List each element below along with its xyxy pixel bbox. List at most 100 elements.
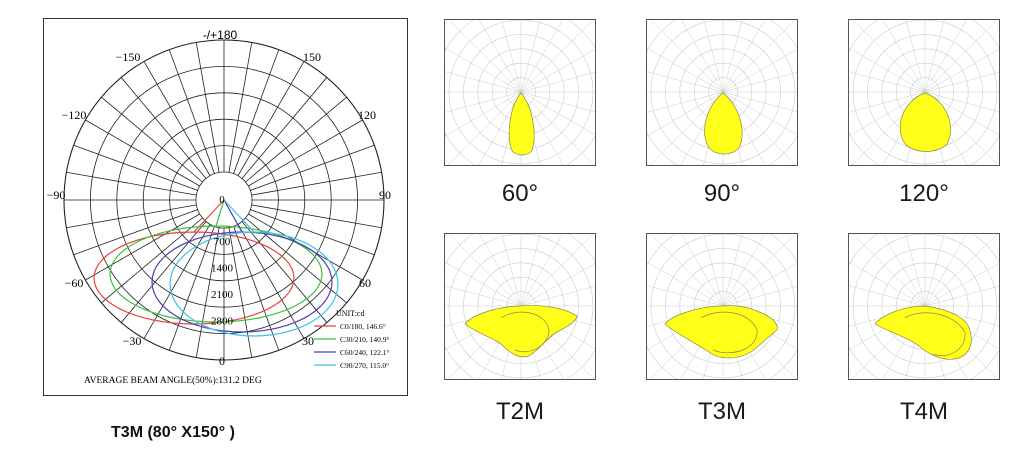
polar-spoke — [237, 224, 305, 339]
thumb-label-t3m: T3M — [698, 398, 746, 425]
photometric-curve — [169, 199, 339, 337]
polar-spoke — [143, 224, 211, 339]
thumb-spoke — [647, 71, 724, 93]
thumb-spoke — [520, 20, 541, 93]
thumb-spoke — [445, 47, 522, 93]
radial-tick-label: 1400 — [211, 263, 234, 275]
angle-label-m120: −120 — [62, 108, 87, 122]
thumb-spoke — [924, 20, 967, 93]
thumb-spoke — [852, 20, 926, 93]
thumb-spoke — [520, 234, 594, 307]
thumb-spoke — [852, 234, 926, 307]
thumb-spoke — [520, 20, 563, 93]
thumb-spoke — [722, 262, 797, 307]
radial-tick-label: 2100 — [211, 289, 234, 301]
thumb-spoke — [849, 91, 926, 137]
polar-spoke — [85, 213, 200, 281]
polar-grid-svg: -/+180 −150 150 −120 120 −90 90 −60 60 −… — [47, 28, 391, 386]
thumb-spoke — [448, 234, 522, 307]
polar-spoke — [195, 42, 220, 173]
radial-tick-label: 0 — [219, 194, 225, 206]
thumb-spoke — [849, 71, 926, 93]
thumb-distribution-shape — [464, 305, 578, 358]
thumb-spoke — [520, 91, 595, 113]
radial-tick-label: 2800 — [211, 315, 234, 327]
thumbnail-t4m — [848, 233, 1000, 380]
radial-tick-label: 700 — [214, 236, 231, 248]
thumb-spoke — [703, 20, 724, 93]
thumb-spoke — [520, 20, 594, 93]
photometric-curve — [109, 199, 323, 323]
main-caption: T3M (80° X150° ) — [111, 424, 235, 441]
thumb-spoke — [849, 47, 926, 93]
thumb-distribution-shape — [704, 92, 743, 155]
thumb-spoke — [722, 20, 765, 93]
thumb-spoke — [681, 234, 724, 307]
angle-label-m60: −60 — [65, 276, 84, 290]
polar-spoke — [66, 171, 197, 196]
angle-label-zero: 0 — [219, 354, 225, 368]
legend-label: C0/180, 146.6° — [340, 322, 386, 331]
thumb-spoke — [849, 91, 926, 113]
thumb-spoke — [722, 234, 765, 307]
thumb-spoke — [647, 285, 724, 307]
polar-spoke — [120, 77, 207, 179]
photometric-curve — [93, 199, 295, 325]
polar-spoke — [228, 42, 253, 173]
thumb-spoke — [722, 91, 797, 136]
thumb-spoke — [447, 91, 522, 165]
thumbnail-120 — [848, 19, 1000, 166]
thumb-spoke — [924, 262, 999, 307]
thumb-spoke — [448, 20, 522, 93]
polar-spoke — [248, 119, 363, 187]
thumb-spoke — [520, 91, 564, 165]
thumb-spoke — [650, 20, 724, 93]
thumb-spoke — [703, 234, 724, 307]
polar-spoke — [251, 204, 382, 229]
thumb-spoke — [681, 20, 724, 93]
thumb-spoke — [649, 91, 724, 165]
thumb-svg-2 — [849, 20, 999, 165]
polar-spoke — [237, 61, 305, 176]
thumb-spoke — [883, 20, 926, 93]
thumb-distribution-outline — [700, 311, 758, 354]
thumb-spoke — [520, 234, 563, 307]
thumb-spoke — [722, 48, 797, 93]
thumb-svg-0 — [445, 20, 595, 165]
thumb-spoke — [445, 285, 522, 307]
angle-label-m30: −30 — [123, 334, 142, 348]
thumb-spoke — [924, 20, 998, 93]
thumb-label-90: 90° — [703, 180, 741, 207]
legend-label: C30/210, 140.9° — [340, 335, 389, 344]
thumb-distribution-shape — [874, 305, 972, 360]
thumb-spoke — [924, 71, 999, 93]
beam-angle-text: AVERAGE BEAM ANGLE(50%):131.2 DEG — [84, 375, 262, 386]
thumb-spoke — [905, 234, 926, 307]
thumb-label-120: 120° — [899, 180, 949, 207]
legend-label: C90/270, 115.0° — [340, 361, 389, 370]
thumb-svg-5 — [849, 234, 999, 379]
thumb-spoke — [722, 91, 797, 113]
polar-spoke — [85, 119, 200, 187]
angle-label-p90: 90 — [379, 188, 391, 202]
thumb-spoke — [924, 234, 998, 307]
legend-label: C60/240, 122.1° — [340, 348, 389, 357]
thumb-spoke — [479, 234, 522, 307]
polar-spoke — [250, 144, 375, 191]
thumbnail-t2m — [444, 233, 596, 380]
thumb-spoke — [849, 261, 926, 307]
thumb-spoke — [905, 20, 926, 93]
polar-spoke — [73, 144, 198, 191]
thumb-spoke — [520, 71, 595, 93]
polar-spoke — [73, 209, 198, 256]
angle-label-m150: −150 — [116, 50, 141, 64]
angle-label-p60: 60 — [359, 276, 371, 290]
thumb-spoke — [445, 261, 522, 307]
thumb-spoke — [924, 91, 999, 136]
angle-label-p30: 30 — [302, 334, 314, 348]
thumbnail-60 — [444, 19, 596, 166]
thumb-label-60: 60° — [501, 180, 539, 207]
thumb-spoke — [445, 71, 522, 93]
thumbnail-90 — [646, 19, 798, 166]
thumb-label-t4m: T4M — [900, 398, 948, 425]
